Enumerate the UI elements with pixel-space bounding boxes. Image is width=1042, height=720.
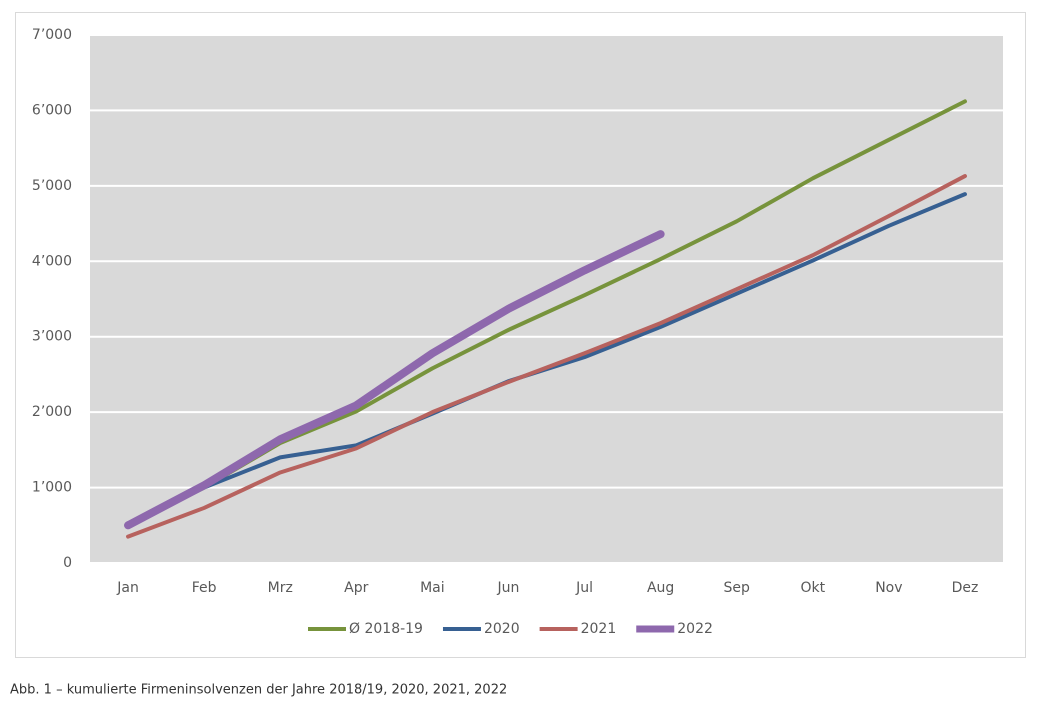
legend-label: Ø 2018-19 <box>349 621 423 637</box>
x-tick-label: Feb <box>192 580 217 596</box>
y-tick-label: 7’000 <box>32 27 72 43</box>
plot-area <box>90 35 1003 563</box>
y-tick-label: 3’000 <box>32 329 72 345</box>
legend-label: 2021 <box>581 621 617 637</box>
x-tick-label: Jun <box>497 580 520 596</box>
y-tick-label: 4’000 <box>32 253 72 269</box>
y-tick-label: 5’000 <box>32 178 72 194</box>
legend-label: 2020 <box>484 621 520 637</box>
x-tick-label: Sep <box>724 580 751 596</box>
x-tick-label: Jan <box>116 580 139 596</box>
y-tick-label: 6’000 <box>32 102 72 118</box>
y-tick-label: 2’000 <box>32 404 72 420</box>
x-tick-label: Okt <box>800 580 825 596</box>
series-line <box>126 174 967 539</box>
x-tick-label: Apr <box>344 580 368 596</box>
y-tick-label: 1’000 <box>32 480 72 496</box>
x-tick-label: Jul <box>575 580 593 596</box>
x-tick-label: Nov <box>875 580 902 596</box>
x-tick-label: Mai <box>420 580 445 596</box>
x-tick-label: Mrz <box>268 580 293 596</box>
x-tick-label: Dez <box>952 580 979 596</box>
caption: Abb. 1 – kumulierte Firmeninsolvenzen de… <box>10 683 507 698</box>
series-line <box>124 230 665 530</box>
legend-label: 2022 <box>677 621 713 637</box>
y-tick-label: 0 <box>63 555 72 571</box>
x-tick-label: Aug <box>647 580 674 596</box>
